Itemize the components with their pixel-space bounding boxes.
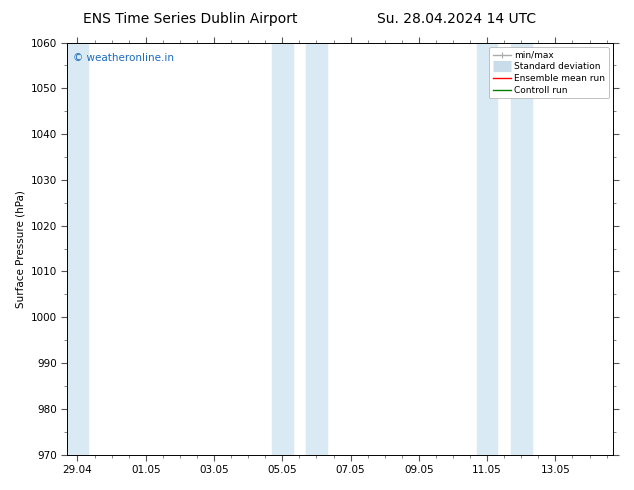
Text: ENS Time Series Dublin Airport: ENS Time Series Dublin Airport bbox=[83, 12, 297, 26]
Text: © weatheronline.in: © weatheronline.in bbox=[73, 53, 174, 63]
Legend: min/max, Standard deviation, Ensemble mean run, Controll run: min/max, Standard deviation, Ensemble me… bbox=[489, 47, 609, 98]
Text: Su. 28.04.2024 14 UTC: Su. 28.04.2024 14 UTC bbox=[377, 12, 536, 26]
Bar bbox=[511, 43, 531, 455]
Y-axis label: Surface Pressure (hPa): Surface Pressure (hPa) bbox=[15, 190, 25, 308]
Bar bbox=[306, 43, 327, 455]
Bar bbox=[477, 43, 497, 455]
Bar bbox=[272, 43, 292, 455]
Bar bbox=[67, 43, 87, 455]
